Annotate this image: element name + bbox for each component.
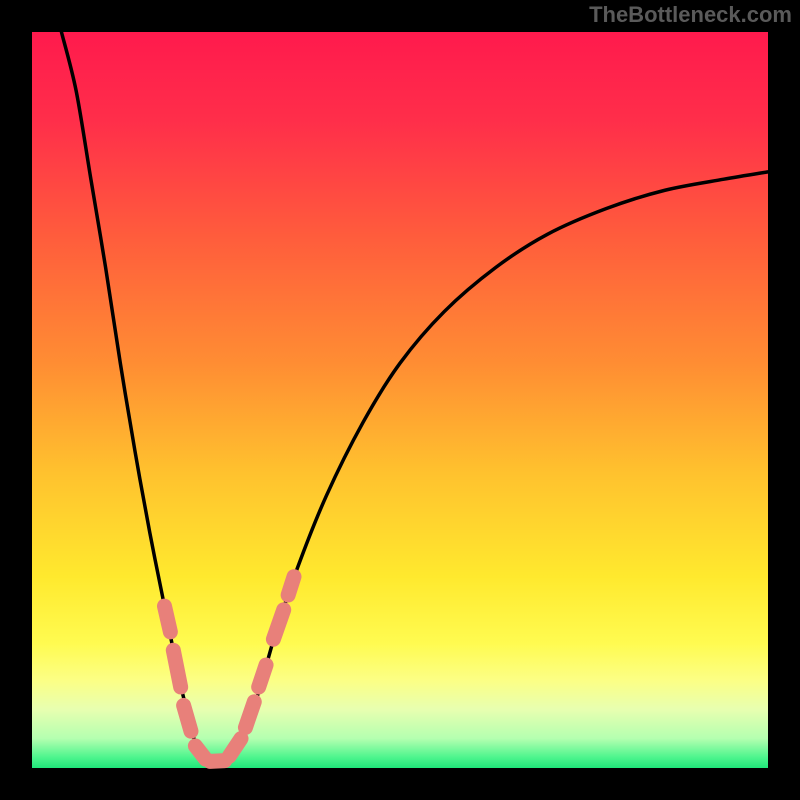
chart-svg	[0, 0, 800, 800]
marker-pill	[229, 739, 241, 757]
marker-pill	[273, 610, 283, 639]
gradient-background	[32, 32, 768, 768]
bottleneck-chart: TheBottleneck.com	[0, 0, 800, 800]
marker-pill	[259, 665, 266, 687]
marker-pill	[173, 650, 180, 687]
marker-pill	[288, 577, 294, 595]
marker-pill	[164, 606, 170, 632]
marker-pill	[184, 705, 191, 731]
marker-pill	[210, 761, 225, 762]
marker-pill	[245, 702, 254, 728]
